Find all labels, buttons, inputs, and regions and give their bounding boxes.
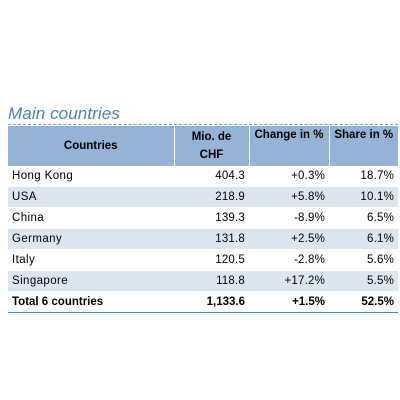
cell-change: +17.2%	[249, 270, 329, 292]
header-countries: Countries	[8, 126, 175, 166]
table-header-row: Countries Mio. de CHF Change in % Share …	[8, 126, 398, 166]
cell-value: 139.3	[174, 207, 249, 229]
cell-value: 218.9	[174, 186, 249, 208]
header-value: Mio. de CHF	[174, 126, 250, 166]
cell-change: +0.3%	[249, 166, 329, 187]
table-row: Singapore 118.8 +17.2% 5.5%	[8, 270, 398, 292]
header-value-line2: CHF	[199, 149, 224, 161]
cell-country: USA	[8, 186, 174, 208]
cell-country: Italy	[8, 249, 174, 271]
cell-value: 131.8	[174, 228, 249, 250]
table-row: Hong Kong 404.3 +0.3% 18.7%	[8, 166, 398, 187]
table-row: USA 218.9 +5.8% 10.1%	[8, 186, 398, 208]
table-row: Germany 131.8 +2.5% 6.1%	[8, 228, 398, 250]
cell-change: +5.8%	[249, 186, 329, 208]
total-country: Total 6 countries	[8, 291, 174, 313]
cell-value: 118.8	[174, 270, 249, 292]
total-value: 1,133.6	[174, 291, 249, 313]
cell-country: Singapore	[8, 270, 174, 292]
header-change: Change in %	[249, 126, 330, 166]
cell-share: 10.1%	[329, 186, 398, 208]
cell-share: 6.5%	[329, 207, 398, 229]
header-share: Share in %	[329, 126, 398, 166]
table-total-row: Total 6 countries 1,133.6 +1.5% 52.5%	[8, 291, 398, 313]
section-title: Main countries	[8, 104, 120, 123]
title-divider	[8, 124, 398, 125]
header-value-line1: Mio. de	[191, 131, 232, 143]
cell-value: 120.5	[174, 249, 249, 271]
main-countries-table: Countries Mio. de CHF Change in % Share …	[8, 126, 398, 313]
cell-share: 5.5%	[329, 270, 398, 292]
cell-share: 5.6%	[329, 249, 398, 271]
cell-country: China	[8, 207, 174, 229]
cell-country: Hong Kong	[8, 166, 174, 187]
cell-change: -2.8%	[249, 249, 329, 271]
table-row: China 139.3 -8.9% 6.5%	[8, 207, 398, 229]
cell-change: +2.5%	[249, 228, 329, 250]
cell-value: 404.3	[174, 166, 249, 187]
cell-change: -8.9%	[249, 207, 329, 229]
cell-share: 6.1%	[329, 228, 398, 250]
total-change: +1.5%	[249, 291, 329, 313]
cell-share: 18.7%	[329, 166, 398, 187]
table-row: Italy 120.5 -2.8% 5.6%	[8, 249, 398, 271]
cell-country: Germany	[8, 228, 174, 250]
total-share: 52.5%	[329, 291, 398, 313]
